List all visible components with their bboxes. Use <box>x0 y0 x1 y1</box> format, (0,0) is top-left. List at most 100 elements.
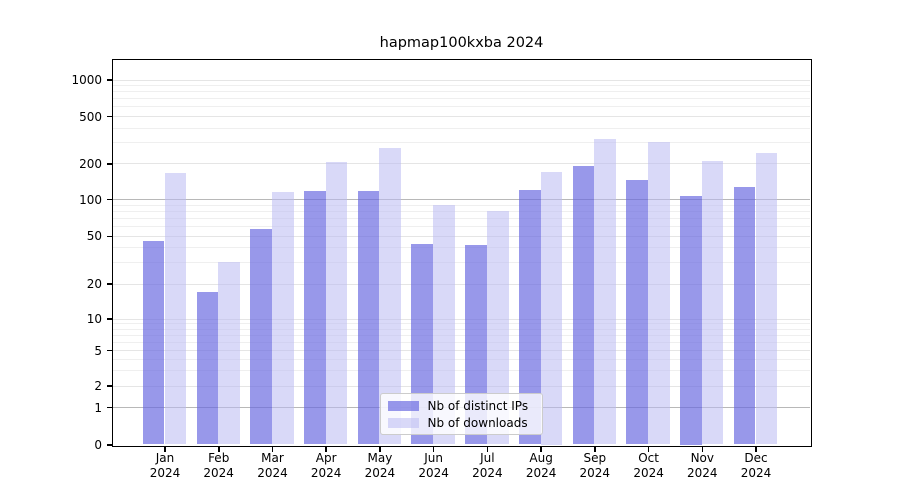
bar-oct-nb-of-distinct-ips <box>626 179 649 445</box>
xtick-mark-jan <box>164 446 166 452</box>
xtick-label-apr: Apr 2024 <box>310 451 342 480</box>
xtick-mark-apr <box>325 446 327 452</box>
gridline-200 <box>112 163 810 165</box>
xtick-label-nov: Nov 2024 <box>687 451 718 480</box>
gridline-400 <box>112 127 810 129</box>
chart-title: hapmap100kxba 2024 <box>379 35 544 51</box>
legend-entry-downloads: Nb of downloads <box>387 415 534 432</box>
bar-mar-nb-of-downloads <box>272 192 294 445</box>
gridline-30 <box>112 262 810 264</box>
xtick-mark-dec <box>755 446 757 452</box>
gridline-300 <box>112 142 810 144</box>
bar-sep-nb-of-downloads <box>594 139 616 445</box>
ytick-mark-100 <box>106 198 112 201</box>
bar-aug-nb-of-distinct-ips <box>518 190 541 445</box>
gridline-60 <box>112 226 810 228</box>
ytick-mark-1 <box>106 406 112 409</box>
legend: Nb of distinct IPs Nb of downloads <box>379 392 543 435</box>
xtick-mark-oct <box>647 446 650 452</box>
gridline-5 <box>112 350 810 352</box>
ytick-label-0: 0 <box>94 438 102 452</box>
xtick-label-may: May 2024 <box>364 451 396 480</box>
bar-apr-nb-of-distinct-ips <box>304 191 326 445</box>
gridline-100 <box>112 199 810 200</box>
legend-label-downloads: Nb of downloads <box>427 416 528 430</box>
gridline-50 <box>112 235 810 237</box>
ytick-mark-200 <box>106 163 112 165</box>
bar-jan-nb-of-distinct-ips <box>142 241 165 445</box>
bar-feb-nb-of-downloads <box>218 262 240 445</box>
ytick-label-1: 1 <box>94 400 102 415</box>
xtick-mark-aug <box>540 446 542 452</box>
bar-jul-nb-of-downloads <box>486 210 509 445</box>
ytick-label-10: 10 <box>86 312 102 326</box>
gridline-8 <box>112 328 810 330</box>
ytick-mark-5 <box>106 349 112 352</box>
xtick-label-dec: Dec 2024 <box>740 451 772 480</box>
ytick-mark-50 <box>106 235 112 238</box>
xtick-mark-mar <box>271 446 274 452</box>
bar-mar-nb-of-distinct-ips <box>250 228 272 445</box>
xtick-label-jun: Jun 2024 <box>418 451 449 480</box>
xtick-mark-sep <box>594 446 596 452</box>
gridline-80 <box>112 210 810 212</box>
bar-jan-nb-of-downloads <box>164 173 187 445</box>
legend-swatch-distinct-ips <box>387 401 419 411</box>
xtick-label-oct: Oct 2024 <box>633 451 664 480</box>
bar-nov-nb-of-downloads <box>701 160 724 445</box>
bar-layer <box>113 60 810 445</box>
ytick-label-100: 100 <box>79 192 102 207</box>
xtick-label-jan: Jan 2024 <box>149 451 181 480</box>
bar-feb-nb-of-distinct-ips <box>196 291 219 445</box>
bar-oct-nb-of-downloads <box>648 142 670 445</box>
ytick-label-20: 20 <box>86 277 102 291</box>
xtick-mark-feb <box>218 446 220 452</box>
bar-apr-nb-of-downloads <box>325 162 348 445</box>
bar-dec-nb-of-distinct-ips <box>733 187 756 445</box>
xtick-label-sep: Sep 2024 <box>579 451 611 480</box>
gridline-10 <box>112 318 810 320</box>
plot-area: Nb of distinct IPs Nb of downloads <box>111 58 812 447</box>
ytick-label-1000: 1000 <box>71 73 102 87</box>
ytick-mark-500 <box>106 115 112 118</box>
xtick-mark-jul <box>486 446 489 452</box>
ytick-mark-1000 <box>106 79 112 81</box>
legend-swatch-downloads <box>387 418 419 428</box>
bar-jun-nb-of-downloads <box>433 205 455 445</box>
ytick-label-50: 50 <box>86 229 102 244</box>
gridline-90 <box>112 204 810 206</box>
gridline-9 <box>112 323 810 325</box>
ytick-mark-2 <box>106 385 112 387</box>
bar-may-nb-of-downloads <box>379 147 402 445</box>
gridline-7 <box>112 334 810 336</box>
bar-dec-nb-of-downloads <box>755 152 778 445</box>
gridline-2 <box>112 385 810 387</box>
gridline-4 <box>112 358 810 360</box>
legend-entry-distinct-ips: Nb of distinct IPs <box>387 398 534 415</box>
bar-nov-nb-of-distinct-ips <box>680 195 702 445</box>
ytick-mark-10 <box>106 318 112 320</box>
xtick-mark-may <box>379 446 381 452</box>
bar-may-nb-of-distinct-ips <box>357 191 380 445</box>
ytick-mark-0 <box>106 444 112 446</box>
ytick-label-200: 200 <box>79 156 102 171</box>
xtick-label-mar: Mar 2024 <box>257 451 288 480</box>
ytick-label-2: 2 <box>94 379 102 393</box>
xtick-mark-jun <box>432 446 435 452</box>
gridline-800 <box>112 91 810 93</box>
gridline-70 <box>112 217 810 219</box>
xtick-label-jul: Jul 2024 <box>472 451 503 480</box>
gridline-20 <box>112 283 810 285</box>
gridline-40 <box>112 247 810 249</box>
gridline-6 <box>112 341 810 343</box>
ytick-mark-20 <box>106 283 112 285</box>
ytick-label-5: 5 <box>94 343 102 358</box>
gridline-600 <box>112 106 810 108</box>
xtick-label-feb: Feb 2024 <box>203 451 234 480</box>
gridline-1000 <box>112 79 810 81</box>
bar-sep-nb-of-distinct-ips <box>572 166 595 445</box>
gridline-3 <box>112 369 810 371</box>
xtick-label-aug: Aug 2024 <box>525 451 557 480</box>
legend-label-distinct-ips: Nb of distinct IPs <box>427 399 529 413</box>
